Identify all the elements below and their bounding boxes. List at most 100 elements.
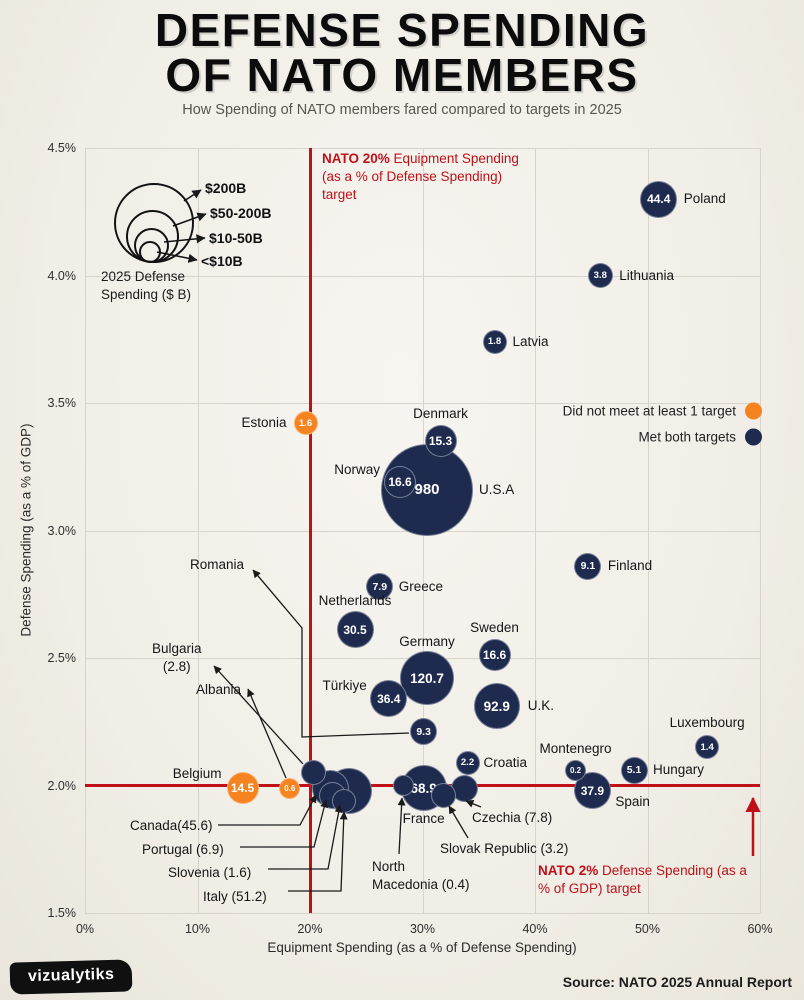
x-tick-label: 50% bbox=[634, 922, 661, 936]
bubble-u-k: 92.9 bbox=[473, 683, 520, 730]
country-label-france: France bbox=[402, 811, 445, 827]
bubble-belgium: 14.5 bbox=[226, 772, 259, 805]
country-label-norway: Norway bbox=[334, 462, 380, 478]
size-legend-circle-3 bbox=[139, 241, 161, 263]
bubble-slovenia bbox=[331, 788, 356, 813]
color-legend-dot-1 bbox=[745, 428, 762, 446]
annotation-romania: Romania bbox=[190, 557, 245, 572]
annotation-slovak-republic: Slovak Republic (3.2) bbox=[440, 841, 569, 856]
page-subtitle: How Spending of NATO members fared compa… bbox=[182, 102, 622, 119]
annotation-portugal: Portugal (6.9) bbox=[142, 842, 224, 857]
size-legend-label-200b: $200B bbox=[205, 180, 247, 196]
bubble-albania: 0.6 bbox=[279, 777, 301, 799]
country-label-greece: Greece bbox=[398, 578, 444, 594]
bubble-netherlands: 30.5 bbox=[336, 611, 374, 649]
x-tick-label: 10% bbox=[184, 922, 211, 936]
country-label-sweden: Sweden bbox=[470, 620, 519, 636]
bubble-slovak-republic bbox=[431, 783, 457, 809]
page-title-line1: DEFENSE SPENDING bbox=[154, 4, 650, 56]
y-tick-label: 3.5% bbox=[47, 396, 77, 410]
x-axis-title: Equipment Spending (as a % of Defense Sp… bbox=[267, 940, 577, 955]
country-label-belgium: Belgium bbox=[172, 766, 222, 782]
bubble-luxembourg: 1.4 bbox=[695, 735, 720, 760]
y-tick-label: 4.5% bbox=[47, 141, 77, 155]
bubble-north-macedonia bbox=[392, 775, 414, 796]
bubble-croatia: 2.2 bbox=[455, 750, 480, 775]
equipment-target-label: NATO 20% Equipment Spending (as a % of D… bbox=[322, 150, 522, 203]
bubble-denmark: 15.3 bbox=[424, 425, 457, 458]
gridline-y-4.0% bbox=[85, 275, 760, 277]
country-label-spain: Spain bbox=[615, 793, 650, 809]
equipment-target-line bbox=[308, 148, 312, 913]
gridline-y-4.5% bbox=[85, 148, 760, 149]
bubble-norway: 16.6 bbox=[384, 466, 416, 499]
color-legend-label-0: Did not meet at least 1 target bbox=[562, 403, 736, 419]
equipment-target-label-rest: Equipment Spending (as a % of Defense Sp… bbox=[322, 151, 519, 202]
country-label-netherlands: Netherlands bbox=[318, 593, 392, 609]
annotation-slovenia: Slovenia (1.6) bbox=[168, 865, 252, 880]
y-tick-label: 1.5% bbox=[47, 906, 77, 920]
gridline-y-3.5% bbox=[85, 403, 760, 404]
bubble-hungary: 5.1 bbox=[620, 756, 648, 784]
y-axis-title: Defense Spending (as a % of GDP) bbox=[18, 423, 34, 637]
annotation-czechia: Czechia (7.8) bbox=[472, 810, 553, 825]
bubble-bulgaria bbox=[300, 760, 326, 786]
y-tick-label: 2.5% bbox=[47, 651, 77, 665]
gdp-target-label-bold: NATO 2% bbox=[538, 863, 599, 878]
country-label-estonia: Estonia bbox=[241, 415, 287, 431]
bubble-finland: 9.1 bbox=[574, 552, 602, 580]
country-label-croatia: Croatia bbox=[483, 754, 528, 770]
country-label-lithuania: Lithuania bbox=[619, 267, 675, 283]
bubble-germany: 120.7 bbox=[400, 651, 454, 706]
size-legend-label-10-50b: $10-50B bbox=[209, 230, 263, 246]
color-legend-item-1: Met both targets bbox=[638, 428, 762, 446]
annotation-north-macedonia: North Macedonia (0.4) bbox=[372, 859, 470, 892]
gridline-y-1.5% bbox=[85, 913, 760, 914]
x-tick-label: 20% bbox=[297, 922, 323, 936]
bubble-t-rkiye: 36.4 bbox=[370, 680, 408, 718]
y-tick-label: 2.0% bbox=[47, 778, 77, 793]
bubble-sweden: 16.6 bbox=[478, 639, 511, 672]
x-tick-label: 60% bbox=[747, 922, 773, 936]
bubble-poland: 44.4 bbox=[640, 180, 678, 218]
y-tick-label: 3.0% bbox=[47, 523, 77, 538]
country-label-finland: Finland bbox=[607, 558, 653, 574]
country-label-denmark: Denmark bbox=[413, 406, 468, 422]
bubble-estonia: 1.6 bbox=[293, 411, 318, 436]
country-label-montenegro: Montenegro bbox=[539, 741, 612, 757]
size-legend-label-50-200b: $50-200B bbox=[210, 205, 272, 221]
country-label-luxembourg: Luxembourg bbox=[669, 715, 745, 731]
annotation-italy: Italy (51.2) bbox=[203, 889, 267, 904]
color-legend-label-1: Met both targets bbox=[638, 429, 736, 445]
size-legend-title: 2025 Defense Spending ($ B) bbox=[101, 269, 192, 302]
source-note: Source: NATO 2025 Annual Report bbox=[562, 974, 792, 990]
country-label-poland: Poland bbox=[683, 191, 726, 207]
gdp-target-label: NATO 2% Defense Spending (as a % of GDP)… bbox=[538, 862, 750, 898]
country-label-u-s-a: U.S.A bbox=[479, 481, 515, 497]
color-legend-item-0: Did not meet at least 1 target bbox=[562, 402, 762, 420]
bubble-montenegro: 0.2 bbox=[565, 759, 586, 781]
gdp-target-label-rest: Defense Spending (as a % of GDP) target bbox=[538, 863, 747, 896]
annotation-albania: Albania bbox=[196, 682, 242, 697]
y-tick-label: 4.0% bbox=[47, 268, 77, 283]
annotation-canada: Canada(45.6) bbox=[130, 818, 213, 833]
bubble-latvia: 1.8 bbox=[482, 329, 507, 354]
country-label-hungary: Hungary bbox=[653, 762, 705, 778]
size-legend-label-10b: <$10B bbox=[201, 253, 243, 269]
equipment-target-label-bold: NATO 20% bbox=[322, 151, 390, 166]
country-label-latvia: Latvia bbox=[512, 334, 549, 350]
x-tick-label: 0% bbox=[75, 922, 95, 936]
country-label-germany: Germany bbox=[399, 634, 455, 650]
brand-badge: vizualytiks bbox=[9, 959, 133, 995]
page-title-line2: OF NATO MEMBERS bbox=[165, 48, 639, 101]
x-tick-label: 40% bbox=[522, 922, 548, 936]
country-label-u-k: U.K. bbox=[527, 698, 555, 714]
bubble-romania: 9.3 bbox=[410, 718, 438, 746]
country-label-t-rkiye: Türkiye bbox=[322, 678, 367, 694]
color-legend-dot-0 bbox=[745, 402, 762, 420]
annotation-bulgaria: Bulgaria (2.8) bbox=[152, 641, 202, 674]
bubble-lithuania: 3.8 bbox=[587, 263, 613, 288]
x-tick-label: 30% bbox=[409, 922, 436, 936]
